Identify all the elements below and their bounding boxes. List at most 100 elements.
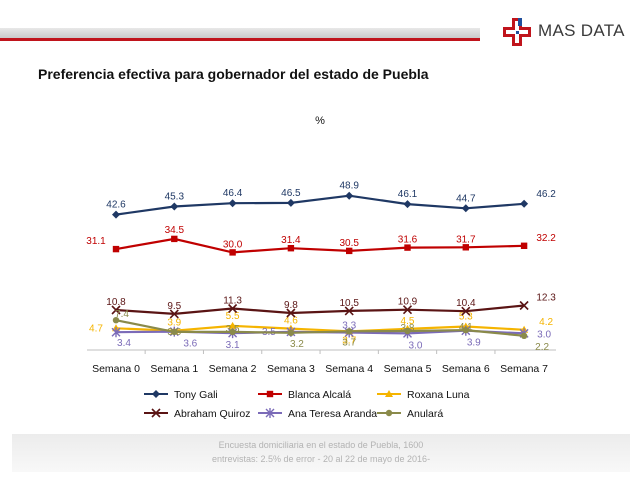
data-label: 10.9: [398, 297, 418, 308]
data-point: [112, 317, 120, 324]
data-label: 46.1: [398, 189, 418, 200]
data-label: 3.8: [401, 323, 415, 334]
data-label: 30.0: [223, 239, 243, 250]
data-point: [171, 235, 178, 243]
data-label: 9.5: [167, 301, 181, 312]
data-label: 3.7: [342, 335, 356, 346]
x-tick-label: Semana 6: [442, 363, 490, 375]
data-label: 4.6: [284, 316, 298, 327]
data-label: 42.6: [106, 200, 126, 211]
legend-label: Blanca Alcalá: [288, 389, 351, 401]
data-label: 3.4: [117, 338, 131, 349]
data-point: [385, 409, 393, 417]
legend-label: Anulará: [407, 408, 443, 420]
data-point: [346, 247, 353, 255]
data-label: 34.5: [165, 225, 185, 236]
footer-note: Encuesta domiciliaria en el estado de Pu…: [12, 434, 630, 472]
x-tick-label: Semana 7: [500, 363, 548, 375]
data-label: 3.1: [226, 340, 240, 351]
data-point: [228, 321, 237, 329]
data-point: [169, 309, 179, 319]
data-point: [520, 332, 528, 339]
line-chart: Semana 0 Semana 1 Semana 2 Semana 3 Semana 4…: [86, 181, 556, 420]
data-label: 30.5: [339, 238, 359, 249]
legend-item: Abraham Quiroz: [144, 408, 250, 420]
data-point: [402, 305, 413, 315]
data-label: 48.9: [339, 181, 359, 192]
data-point: [385, 390, 393, 397]
chart-title: Preferencia efectiva para gobernador del…: [38, 66, 429, 82]
data-label: 31.6: [398, 235, 418, 246]
legend-item: Tony Gali: [144, 389, 218, 401]
data-label: 3.3: [342, 321, 356, 332]
data-label: 4.1: [459, 322, 473, 333]
x-tick-label: Semana 0: [92, 363, 140, 375]
data-point: [345, 191, 354, 200]
data-label: 46.5: [281, 188, 301, 199]
data-point: [170, 202, 179, 211]
data-label: 3.9: [167, 318, 181, 329]
data-point: [111, 305, 121, 315]
data-point: [287, 245, 295, 252]
legend-item: Ana Teresa Aranda: [258, 408, 377, 420]
data-label: 31.7: [456, 234, 476, 245]
data-point: [520, 242, 528, 249]
data-label: 46.2: [536, 189, 556, 200]
data-label: 3.9: [467, 338, 481, 349]
data-label: 31.4: [281, 235, 301, 246]
data-label: 2.2: [535, 342, 549, 353]
data-point: [112, 245, 120, 253]
data-point: [151, 408, 161, 418]
data-label: 44.7: [456, 193, 476, 204]
legend-item: Blanca Alcalá: [258, 389, 351, 401]
series-anular-: 7.4 3.5 3.5 3.2 3.7 3.8 4.1 2.2: [112, 309, 549, 353]
data-label: 10.8: [106, 297, 126, 308]
series-blanca-alcal-: 31.1 34.5 30.0 31.4 30.5 31.6 31.7 32.2: [86, 225, 556, 256]
data-point: [229, 249, 236, 256]
data-label: 3.5: [167, 327, 181, 338]
data-point: [112, 210, 120, 219]
data-label: 5.5: [226, 311, 240, 322]
data-point: [287, 329, 295, 336]
x-tick-label: Semana 1: [150, 363, 198, 375]
footer-line-2: entrevistas: 2.5% de error - 20 al 22 de…: [211, 454, 431, 464]
data-point: [229, 328, 236, 336]
legend-item: Roxana Luna: [377, 389, 470, 401]
brand-logo: MAS DATA: [502, 17, 632, 47]
legend-label: Abraham Quiroz: [174, 408, 250, 420]
data-point: [519, 300, 529, 311]
series-line: [115, 324, 525, 333]
series-line: [115, 304, 525, 316]
data-label: 32.2: [536, 233, 556, 244]
data-label: 3.5: [226, 324, 240, 335]
data-point: [152, 390, 160, 398]
header-bar: [0, 28, 480, 41]
series-line: [115, 237, 525, 254]
data-label: 31.1: [86, 236, 106, 247]
data-point: [404, 327, 411, 335]
data-point: [403, 200, 412, 209]
data-point: [171, 328, 178, 336]
data-label: 4.5: [401, 316, 415, 327]
data-label: 3.6: [183, 339, 197, 350]
series-line: [115, 194, 525, 216]
x-tick-label: Semana 2: [209, 363, 257, 375]
medical-cross-icon: [503, 18, 531, 46]
data-point: [228, 303, 238, 314]
data-label: 10.5: [339, 298, 359, 309]
data-label: 5.3: [459, 312, 473, 323]
footer-line-1: Encuesta domiciliaria en el estado de Pu…: [218, 440, 424, 450]
data-label: 4.7: [89, 323, 103, 334]
data-point: [265, 408, 275, 418]
data-point: [266, 390, 274, 398]
data-point: [461, 306, 471, 316]
x-tick-label: Semana 3: [267, 363, 315, 375]
data-point: [462, 244, 469, 251]
data-label: 3.7: [342, 337, 356, 348]
data-label: 10.4: [456, 298, 476, 309]
data-point: [111, 327, 121, 338]
data-point: [286, 198, 295, 207]
legend-label: Ana Teresa Aranda: [288, 408, 377, 420]
series-abraham-quiroz: 10.8 9.5 11.3 9.8 10.5 10.9 10.4 12.3: [106, 293, 556, 319]
series-line: [115, 319, 525, 337]
